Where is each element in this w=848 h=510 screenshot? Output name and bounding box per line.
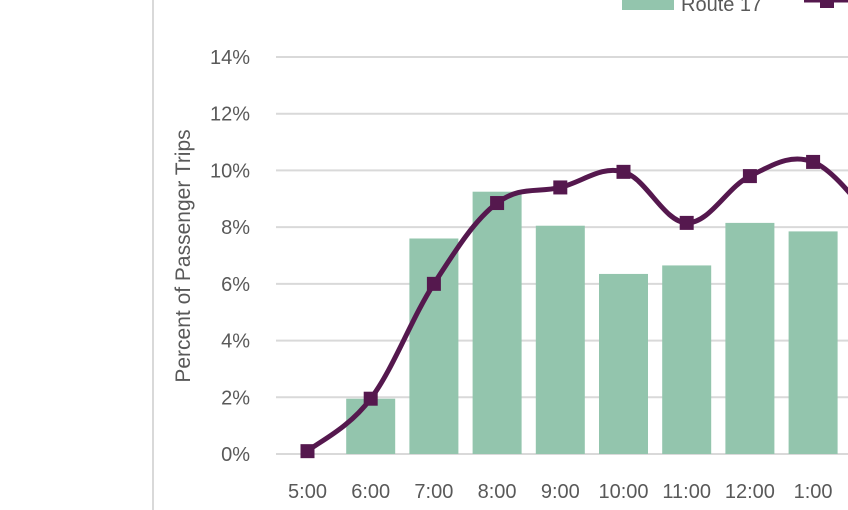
legend: Route 17 (622, 0, 848, 16)
line-marker (616, 164, 631, 179)
y-tick-label: 4% (221, 331, 250, 353)
chart-frame-line (152, 0, 154, 510)
line-marker (363, 391, 378, 406)
line-marker (553, 180, 568, 195)
bar (725, 222, 775, 454)
x-tick-labels: 5:00 6:00 7:00 8:00 9:00 10:00 11:00 12:00 1:00 (288, 481, 833, 503)
bar (409, 238, 459, 454)
y-tick-label: 12% (210, 104, 250, 126)
x-tick-label: 11:00 (662, 481, 711, 503)
bar (346, 398, 396, 454)
y-tick-label: 8% (221, 217, 250, 239)
y-tick-label: 2% (221, 387, 250, 409)
line-marker (300, 444, 315, 459)
x-tick-label: 8:00 (478, 481, 517, 503)
y-tick-labels: 0% 2% 4% 6% 8% 10% 12% 14% (210, 47, 250, 466)
y-tick-label: 0% (221, 444, 250, 466)
x-tick-label: 12:00 (725, 481, 775, 503)
y-axis-title: Percent of Passenger Trips (172, 129, 195, 382)
line-marker (490, 196, 505, 211)
line-marker (806, 154, 821, 169)
series-line (305, 156, 848, 454)
line-marker (426, 276, 441, 291)
x-tick-label: 5:00 (288, 481, 327, 503)
bar (599, 273, 648, 454)
line-marker (679, 215, 694, 230)
legend-marker-series-2 (820, 0, 834, 8)
x-tick-label: 9:00 (541, 481, 580, 503)
x-tick-label: 7:00 (414, 481, 453, 503)
bar (788, 231, 838, 454)
bar-series (346, 191, 838, 455)
line-marker (742, 169, 757, 184)
legend-label-route-17: Route 17 (681, 0, 762, 16)
y-tick-label: 10% (210, 160, 250, 182)
x-tick-label: 10:00 (598, 481, 648, 503)
x-tick-label: 6:00 (351, 481, 390, 503)
y-tick-label: 6% (221, 274, 250, 296)
bar (662, 265, 712, 454)
legend-swatch-route-17 (622, 0, 674, 10)
bar (535, 225, 585, 454)
bar (472, 191, 522, 455)
line-series (300, 154, 848, 459)
y-tick-label: 14% (210, 47, 250, 69)
x-tick-label: 1:00 (794, 481, 833, 503)
